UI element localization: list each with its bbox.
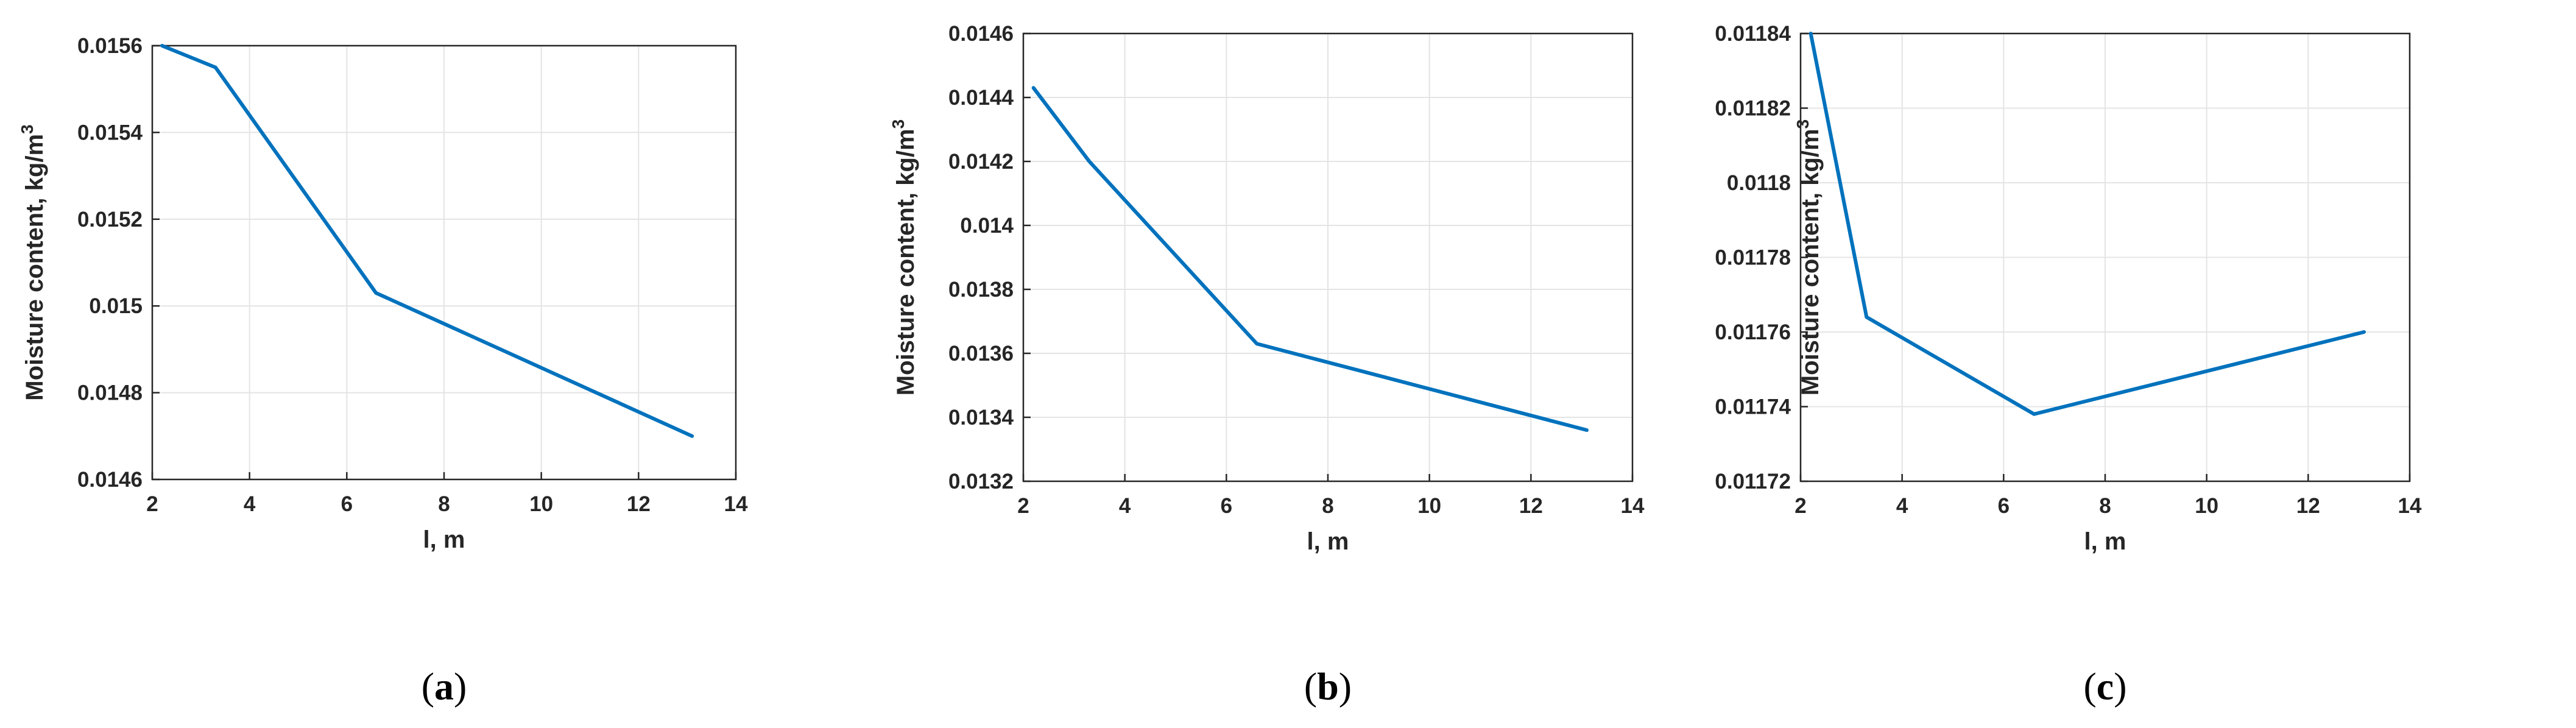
x-tick-label: 8	[1322, 494, 1333, 518]
y-tick-label: 0.01178	[1715, 246, 1791, 270]
y-tick-label: 0.0154	[77, 121, 143, 144]
x-tick-label: 2	[146, 492, 158, 516]
y-tick-label: 0.0146	[77, 468, 143, 492]
x-axis-label: l, m	[1307, 528, 1349, 555]
y-tick-label: 0.01182	[1715, 97, 1791, 121]
x-tick-label: 12	[1519, 494, 1543, 518]
x-tick-label: 14	[724, 492, 748, 516]
x-tick-label: 10	[2195, 494, 2218, 518]
y-tick-label: 0.01184	[1715, 22, 1791, 46]
x-tick-label: 10	[529, 492, 553, 516]
x-tick-label: 12	[627, 492, 651, 516]
y-tick-label: 0.0144	[948, 86, 1014, 110]
y-tick-label: 0.0132	[948, 470, 1014, 493]
x-axis-label: l, m	[423, 526, 465, 553]
y-tick-label: 0.0148	[77, 381, 143, 405]
x-tick-label: 4	[1119, 494, 1131, 518]
y-tick-label: 0.0134	[948, 406, 1014, 429]
y-tick-label: 0.0142	[948, 150, 1014, 174]
x-tick-label: 10	[1417, 494, 1441, 518]
y-axis-label: Moisture content, kg/m3	[18, 124, 48, 400]
chart-b: 2 4 6 8 10 12 14 0.0132 0.0134 0.0136 0.0138 0.014 0…	[889, 22, 1645, 708]
x-tick-label: 6	[1221, 494, 1232, 518]
y-tick-label: 0.0136	[948, 342, 1014, 366]
panel-label: (a)	[422, 665, 467, 708]
y-tick-label: 0.01172	[1715, 470, 1791, 493]
x-tick-label: 14	[2398, 494, 2422, 518]
y-axis-label: Moisture content, kg/m3	[1793, 119, 1824, 395]
x-tick-label: 14	[1621, 494, 1645, 518]
y-tick-label: 0.0152	[77, 208, 143, 231]
x-tick-label: 8	[438, 492, 450, 516]
y-tick-label: 0.01176	[1715, 320, 1791, 344]
y-tick-label: 0.014	[960, 214, 1014, 238]
series-line	[160, 44, 694, 438]
y-tick-label: 0.01174	[1715, 395, 1791, 419]
y-tick-label: 0.0138	[948, 278, 1014, 302]
x-tick-label: 12	[2296, 494, 2320, 518]
x-tick-label: 2	[1794, 494, 1806, 518]
series-line	[1031, 86, 1589, 432]
y-tick-label: 0.0156	[77, 34, 143, 58]
chart-a: 2 4 6 8 10 12 14 0.0146 0.0148 0.015 0.0152 0.0154 0…	[18, 34, 748, 708]
y-tick-label: 0.0118	[1727, 171, 1791, 195]
x-tick-label: 6	[341, 492, 353, 516]
y-tick-label: 0.015	[89, 294, 143, 318]
x-tick-label: 4	[1896, 494, 1908, 518]
series-line	[1808, 32, 2366, 416]
y-tick-label: 0.0146	[948, 22, 1014, 46]
chart-c: 2 4 6 8 10 12 14 0.01172 0.01174 0.01176 0.01178 0.…	[1715, 22, 2422, 708]
x-tick-label: 6	[1998, 494, 2010, 518]
panel-label: (b)	[1304, 665, 1352, 708]
y-axis-label: Moisture content, kg/m3	[889, 119, 919, 395]
x-tick-label: 8	[2099, 494, 2111, 518]
x-tick-label: 2	[1017, 494, 1029, 518]
panel-label: (c)	[2083, 665, 2126, 708]
x-tick-label: 4	[244, 492, 256, 516]
x-axis-label: l, m	[2084, 528, 2126, 555]
